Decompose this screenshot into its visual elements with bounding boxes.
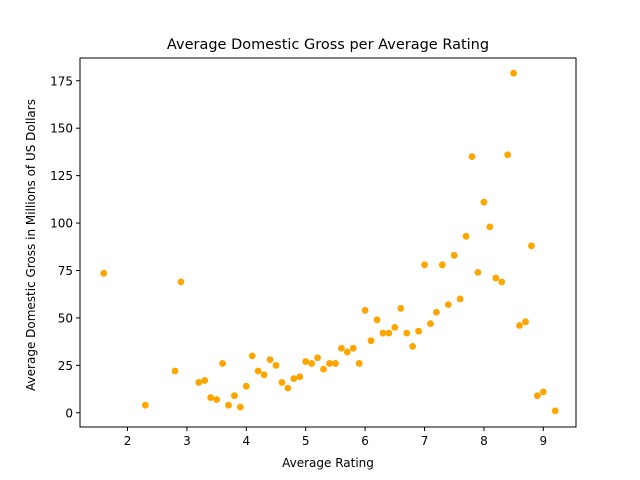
data-point <box>320 365 327 373</box>
data-point <box>409 342 417 350</box>
data-point <box>391 324 399 331</box>
data-point <box>438 261 446 269</box>
data-point <box>462 232 470 240</box>
data-points <box>100 69 559 415</box>
data-point <box>510 69 518 77</box>
data-point <box>385 329 393 337</box>
data-point <box>284 384 292 392</box>
data-point <box>213 396 221 403</box>
data-point <box>296 373 304 381</box>
data-point <box>231 392 238 400</box>
data-point <box>403 329 411 337</box>
data-point <box>444 301 452 309</box>
data-point <box>433 308 440 316</box>
data-point <box>278 379 286 386</box>
data-point <box>177 278 185 286</box>
y-tick-label: 100 <box>50 217 73 231</box>
x-tick-label: 9 <box>540 434 548 448</box>
y-tick-label: 150 <box>50 122 73 136</box>
data-point <box>349 344 357 352</box>
data-point <box>314 354 321 362</box>
x-tick-label: 6 <box>361 434 369 448</box>
data-point <box>504 151 512 159</box>
y-axis-label: Average Domestic Gross in Millions of US… <box>24 99 38 391</box>
x-tick-label: 2 <box>124 434 132 448</box>
data-point <box>337 344 345 352</box>
x-axis-label: Average Rating <box>282 456 374 470</box>
data-point <box>326 360 333 367</box>
data-point <box>492 274 500 282</box>
data-point <box>272 361 280 369</box>
plot-area: 2 3 4 5 6 7 8 9 0 25 50 75 100 125 150 175 <box>50 57 577 448</box>
data-point <box>219 360 226 367</box>
data-point <box>528 242 535 250</box>
chart-title: Average Domestic Gross per Average Ratin… <box>167 37 489 53</box>
data-point <box>480 198 488 206</box>
data-point <box>539 388 547 396</box>
data-point <box>302 358 310 365</box>
data-point <box>141 401 149 409</box>
data-point <box>254 367 262 375</box>
data-point <box>100 269 108 277</box>
data-point <box>308 360 316 367</box>
data-point <box>201 377 209 384</box>
y-tick-label: 175 <box>50 74 73 88</box>
data-point <box>397 305 405 312</box>
y-tick-label: 50 <box>58 311 73 325</box>
data-point <box>486 223 494 231</box>
y-tick-label: 75 <box>58 264 73 278</box>
data-point <box>361 306 369 314</box>
x-axis-ticks: 2 3 4 5 6 7 8 9 <box>124 427 547 448</box>
data-point <box>379 329 387 337</box>
data-point <box>332 360 339 367</box>
x-tick-label: 5 <box>302 434 310 448</box>
data-point <box>498 278 506 286</box>
data-point <box>533 392 541 400</box>
x-tick-label: 3 <box>183 434 191 448</box>
x-tick-label: 7 <box>421 434 429 448</box>
data-point <box>415 327 422 335</box>
x-tick-label: 8 <box>480 434 488 448</box>
data-point <box>242 382 250 390</box>
data-point <box>171 367 179 375</box>
data-point <box>421 261 428 269</box>
data-point <box>474 268 482 276</box>
data-point <box>207 394 215 401</box>
data-point <box>551 407 559 415</box>
data-point <box>355 360 363 367</box>
data-point <box>248 352 256 360</box>
data-point <box>290 375 298 383</box>
y-axis-ticks: 0 25 50 75 100 125 150 175 <box>50 74 80 420</box>
y-tick-label: 125 <box>50 169 73 183</box>
axes-frame <box>79 57 577 428</box>
data-point <box>516 322 523 329</box>
data-point <box>195 379 203 386</box>
data-point <box>522 318 529 326</box>
data-point <box>456 295 464 303</box>
data-point <box>468 153 476 161</box>
y-tick-label: 25 <box>58 359 73 373</box>
data-point <box>373 316 381 324</box>
data-point <box>266 356 274 364</box>
data-point <box>367 337 375 345</box>
x-tick-label: 4 <box>243 434 251 448</box>
y-tick-label: 0 <box>65 406 73 420</box>
data-point <box>343 348 351 356</box>
data-point <box>260 371 268 379</box>
data-point <box>236 403 244 411</box>
data-point <box>225 401 232 409</box>
data-point <box>427 320 434 327</box>
data-point <box>450 251 458 259</box>
